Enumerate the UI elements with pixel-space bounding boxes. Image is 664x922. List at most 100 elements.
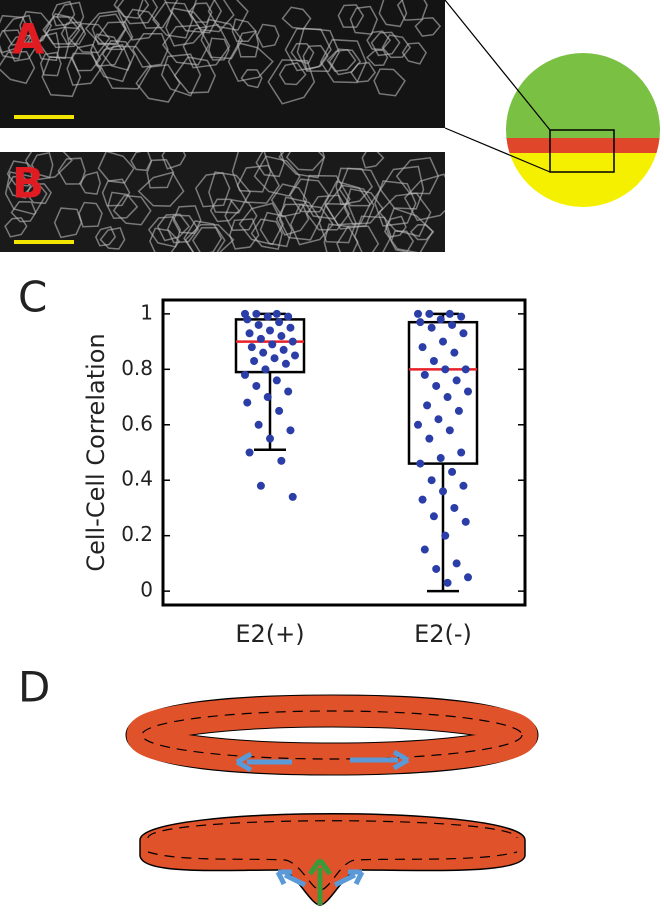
data-point (464, 387, 472, 396)
cell-outline (278, 62, 307, 86)
cell-outline (324, 180, 371, 226)
panel-label: C (18, 273, 47, 322)
data-point (245, 448, 254, 457)
cell-outline (366, 30, 392, 51)
cell-outline (270, 183, 308, 218)
data-point (256, 334, 265, 343)
cell-outline (51, 0, 76, 27)
cell-outline (285, 152, 326, 171)
data-point (418, 343, 427, 352)
cell-outline (132, 33, 169, 68)
y-tick-label: 0.4 (121, 467, 153, 491)
cell-outline (207, 0, 249, 31)
cell-outline (165, 7, 208, 47)
data-point (441, 531, 450, 540)
cell-outline (0, 29, 24, 60)
cell-outline (172, 205, 202, 234)
data-point (454, 406, 463, 415)
cell-outline (106, 191, 139, 219)
data-point (429, 512, 438, 521)
panel-label: A (12, 15, 45, 64)
data-point (281, 359, 290, 368)
cell-texture (0, 0, 442, 105)
data-point (288, 492, 297, 501)
data-point (420, 370, 429, 379)
data-point (268, 340, 277, 349)
data-point (448, 320, 457, 329)
data-point (464, 573, 472, 582)
cell-outline (113, 0, 150, 19)
data-point (263, 312, 272, 321)
cell-outline (89, 33, 123, 67)
cell-outline (7, 34, 37, 62)
cell-outline (284, 27, 332, 72)
panel-label: B (12, 159, 44, 208)
data-point (459, 329, 468, 338)
cell-outline (374, 180, 417, 227)
cell-outline (70, 43, 102, 72)
cell-outline (403, 173, 445, 222)
cell-outline (373, 68, 406, 97)
cell-outline (289, 203, 334, 246)
panel-label: D (18, 663, 50, 712)
cell-outline (343, 188, 384, 226)
scale-bar (14, 115, 74, 119)
data-point (439, 487, 447, 496)
data-point (250, 357, 259, 365)
cell-outline (336, 225, 380, 252)
cell-outline (296, 27, 340, 72)
cell-outline (53, 207, 83, 239)
cell-outline (0, 50, 36, 85)
cell-outline (384, 207, 434, 252)
data-point (436, 454, 445, 463)
cell-outline (160, 53, 202, 97)
cell-outline (161, 24, 210, 66)
cell-outline (328, 48, 362, 76)
cell-outline (84, 10, 127, 46)
data-point (272, 376, 281, 385)
data-point (427, 476, 436, 485)
data-point (272, 309, 281, 318)
data-point (414, 420, 422, 429)
cell-outline (267, 59, 316, 105)
cell-outline (161, 152, 187, 170)
cell-outline (94, 226, 117, 247)
data-point (254, 320, 263, 329)
cell-outline (7, 175, 32, 199)
data-point (259, 348, 268, 357)
cell-outline (229, 218, 260, 250)
cell-outline (401, 42, 427, 65)
data-point (243, 315, 252, 324)
cell-outline (231, 152, 272, 193)
data-point (266, 326, 274, 335)
cell-texture (4, 152, 445, 252)
cell-outline (39, 51, 62, 77)
cell-outline (361, 152, 385, 169)
cell-outline (275, 203, 310, 236)
data-point (443, 578, 452, 587)
data-point (256, 481, 265, 490)
cell-outline (0, 14, 32, 54)
y-tick-label: 0.2 (121, 522, 153, 546)
data-point (277, 456, 286, 465)
data-point (252, 309, 261, 318)
data-point (439, 337, 447, 346)
cell-outline (156, 213, 190, 242)
cell-outline (208, 171, 252, 214)
data-point (450, 348, 459, 357)
cell-outline (152, 1, 194, 39)
cell-outline (60, 21, 87, 45)
box-plot: Cell-Cell Correlation 0 0.2 0.4 0.6 0.8 1 E2(+)… (82, 298, 527, 648)
cell-outline (318, 202, 357, 244)
data-point (263, 393, 272, 402)
data-point (452, 376, 461, 385)
data-point (254, 420, 263, 429)
data-point (414, 309, 422, 318)
ring-diagram (125, 694, 539, 906)
data-point (286, 426, 295, 435)
cell-outline (390, 230, 415, 252)
cell-outline (200, 18, 243, 60)
cell-outline (409, 224, 435, 241)
cell-outline (66, 52, 102, 86)
